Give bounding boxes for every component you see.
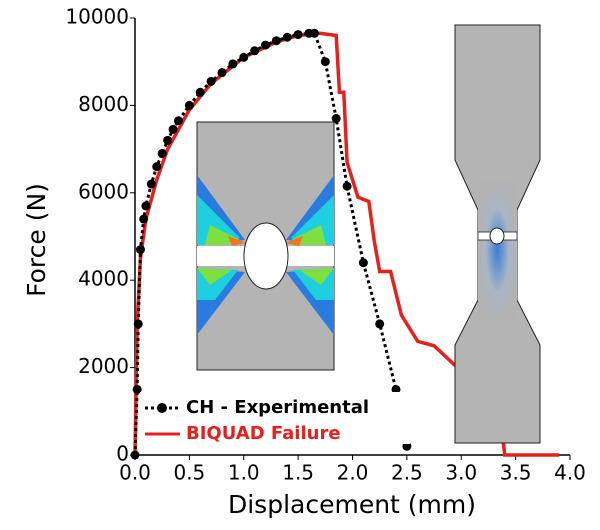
legend-label: BIQUAD Failure xyxy=(186,423,341,444)
x-tick-label: 1.5 xyxy=(282,461,314,485)
data-point xyxy=(261,41,270,50)
data-point xyxy=(169,125,178,134)
data-point xyxy=(359,258,368,267)
data-point xyxy=(152,162,161,171)
data-point xyxy=(207,77,216,86)
data-point xyxy=(283,33,292,42)
data-point xyxy=(294,30,303,39)
x-tick-label: 2.0 xyxy=(337,461,369,485)
legend-marker xyxy=(157,403,167,413)
x-axis-label: Displacement (mm) xyxy=(228,490,476,519)
y-tick-label: 4000 xyxy=(78,267,129,291)
x-tick-label: 3.0 xyxy=(445,461,477,485)
data-point xyxy=(310,29,319,38)
data-point xyxy=(136,245,145,254)
data-point xyxy=(375,319,384,328)
x-tick-label: 1.0 xyxy=(228,461,260,485)
data-point xyxy=(239,53,248,62)
x-tick-label: 2.5 xyxy=(391,461,423,485)
x-tick-label: 0.5 xyxy=(173,461,205,485)
inset-specimen xyxy=(455,25,540,443)
data-point xyxy=(141,201,150,210)
data-point xyxy=(272,36,281,45)
data-point xyxy=(134,319,143,328)
y-axis-label: Force (N) xyxy=(22,183,51,297)
x-tick-label: 0.0 xyxy=(119,461,151,485)
data-point xyxy=(228,59,237,68)
legend-label: CH - Experimental xyxy=(186,397,369,418)
x-tick-label: 3.5 xyxy=(500,461,532,485)
data-point xyxy=(343,182,352,191)
inset-fracture xyxy=(197,122,334,370)
y-tick-label: 8000 xyxy=(78,92,129,116)
legend: CH - Experimental BIQUAD Failure xyxy=(140,392,410,444)
data-point xyxy=(163,136,172,145)
data-point xyxy=(196,88,205,97)
data-point xyxy=(147,180,156,189)
y-tick-label: 2000 xyxy=(78,354,129,378)
data-point xyxy=(250,46,259,55)
chart: 02000400060008000100000.00.51.01.52.02.5… xyxy=(0,0,600,526)
data-point xyxy=(218,68,227,77)
data-point xyxy=(321,57,330,66)
y-tick-label: 10000 xyxy=(65,5,129,29)
data-point xyxy=(131,451,140,460)
data-point xyxy=(174,116,183,125)
data-point xyxy=(158,149,167,158)
x-tick-label: 4.0 xyxy=(554,461,586,485)
y-tick-label: 6000 xyxy=(78,179,129,203)
data-point xyxy=(139,215,148,224)
data-point xyxy=(185,101,194,110)
